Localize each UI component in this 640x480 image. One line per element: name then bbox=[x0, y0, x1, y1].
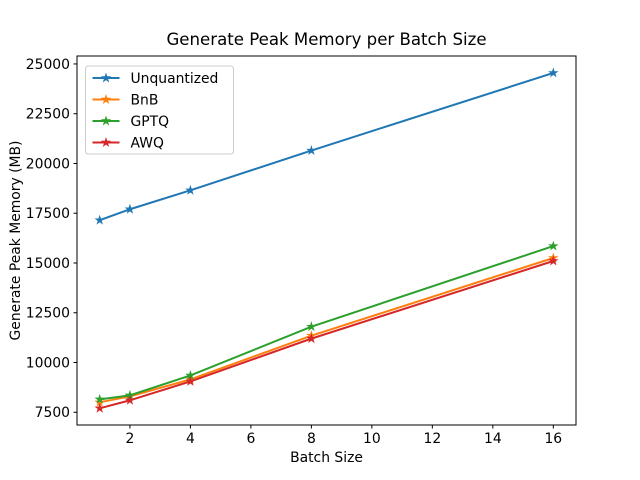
x-tick-label: 10 bbox=[363, 431, 381, 447]
series-line bbox=[99, 245, 554, 401]
x-axis-ticks: 2 4 6 8 10 12 14 16 bbox=[126, 425, 562, 447]
series-line bbox=[99, 257, 554, 404]
data-point-marker bbox=[94, 393, 105, 404]
plot-border bbox=[76, 55, 577, 426]
x-tick-label: 2 bbox=[126, 431, 135, 447]
y-axis-label: Generate Peak Memory (MB) bbox=[8, 141, 24, 341]
data-point-marker bbox=[124, 203, 136, 214]
y-tick-label: 15000 bbox=[26, 256, 70, 272]
legend-marker-star bbox=[100, 115, 112, 126]
y-tick-label: 25000 bbox=[26, 57, 70, 73]
data-point-marker bbox=[124, 389, 136, 400]
y-tick-label: 20000 bbox=[26, 156, 70, 172]
data-point-marker bbox=[185, 375, 196, 386]
legend-entry-bnb: BnB bbox=[92, 92, 159, 108]
legend-label: BnB bbox=[131, 92, 159, 108]
legend-label: GPTQ bbox=[131, 114, 170, 130]
legend-entry-gptq: GPTQ bbox=[92, 114, 170, 130]
y-tick-label: 12500 bbox=[26, 306, 70, 322]
legend-marker-star bbox=[100, 72, 112, 83]
data-point-marker bbox=[185, 184, 196, 195]
y-tick-label: 22500 bbox=[26, 107, 70, 123]
data-point-marker bbox=[548, 255, 559, 266]
legend-label: Unquantized bbox=[131, 71, 219, 87]
legend-marker-star bbox=[100, 137, 112, 147]
y-axis-ticks: 7500 10000 12500 15000 17500 20000 22500 25000 bbox=[26, 57, 77, 421]
data-point-marker bbox=[306, 333, 317, 344]
chart-title: Generate Peak Memory per Batch Size bbox=[166, 30, 486, 49]
x-tick-label: 8 bbox=[307, 431, 316, 447]
data-point-marker bbox=[185, 369, 196, 380]
x-axis-label: Batch Size bbox=[290, 450, 363, 466]
series-awq bbox=[94, 255, 559, 413]
series-lines bbox=[94, 67, 559, 413]
y-tick-label: 10000 bbox=[26, 355, 70, 371]
legend: Unquantized BnB GPTQ AWQ bbox=[85, 65, 234, 155]
data-point-marker bbox=[94, 402, 105, 413]
y-tick-label: 17500 bbox=[26, 206, 70, 222]
legend-entry-unquantized: Unquantized bbox=[92, 71, 219, 87]
legend-label: AWQ bbox=[131, 135, 164, 151]
data-point-marker bbox=[306, 145, 317, 155]
data-point-marker bbox=[548, 240, 559, 251]
legend-box bbox=[85, 65, 234, 155]
x-tick-label: 16 bbox=[544, 431, 562, 447]
series-gptq bbox=[94, 240, 559, 404]
y-tick-label: 7500 bbox=[35, 405, 70, 421]
legend-marker-star bbox=[100, 94, 112, 104]
x-tick-label: 6 bbox=[246, 431, 255, 447]
x-tick-label: 12 bbox=[424, 431, 442, 447]
series-unquantized bbox=[94, 67, 559, 225]
legend-entry-awq: AWQ bbox=[92, 135, 164, 151]
data-point-marker bbox=[94, 396, 105, 407]
x-tick-label: 4 bbox=[186, 431, 195, 447]
x-tick-label: 14 bbox=[484, 431, 502, 447]
data-point-marker bbox=[94, 214, 105, 225]
data-point-marker bbox=[124, 394, 136, 405]
data-point-marker bbox=[548, 67, 559, 78]
data-point-marker bbox=[306, 321, 317, 332]
